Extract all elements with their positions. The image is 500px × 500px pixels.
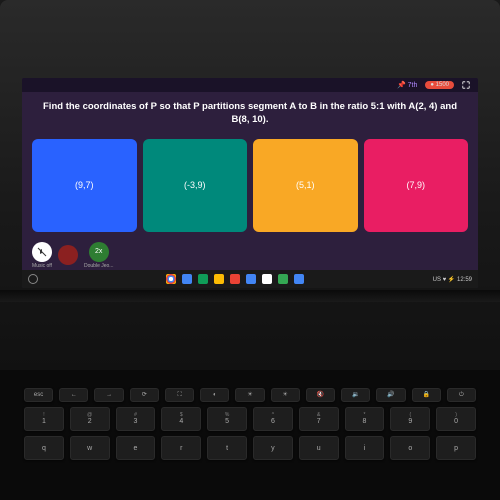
letter-row: qwertyuiop [24, 436, 476, 460]
answer-grid: (9,7) (-3,9) (5,1) (7,9) [22, 133, 478, 238]
key-t[interactable]: t [207, 436, 247, 460]
key-w[interactable]: w [70, 436, 110, 460]
key-4[interactable]: $4 [161, 407, 201, 431]
key-power[interactable]: ⏻ [447, 388, 476, 402]
key-forward[interactable]: → [94, 388, 123, 402]
key-mute[interactable]: 🔇 [306, 388, 335, 402]
function-row: esc ← → ⟳ ⛶ ◐ ☀ ☀ 🔇 🔉 🔊 🔒 ⏻ [24, 388, 476, 402]
key-6[interactable]: ^6 [253, 407, 293, 431]
double-label: Double Jeo... [84, 263, 113, 269]
answer-option-1[interactable]: (9,7) [32, 139, 137, 232]
stop-icon [58, 245, 78, 265]
fullscreen-icon[interactable] [462, 81, 470, 89]
app-icon-3[interactable] [214, 274, 224, 284]
app-icon-4[interactable] [230, 274, 240, 284]
number-row: !1@2#3$4%5^6&7*8(9)0 [24, 407, 476, 431]
question-text: Find the coordinates of P so that P part… [22, 92, 478, 133]
laptop-bezel: 📌 7th ● 1500 Find the coordinates of P s… [0, 0, 500, 500]
key-r[interactable]: r [161, 436, 201, 460]
stop-control[interactable] [58, 245, 78, 265]
key-fullscreen[interactable]: ⛶ [165, 388, 194, 402]
quiz-topbar: 📌 7th ● 1500 [22, 78, 478, 92]
pin-icon: 📌 [397, 82, 406, 89]
screen: 📌 7th ● 1500 Find the coordinates of P s… [22, 78, 478, 288]
key-refresh[interactable]: ⟳ [130, 388, 159, 402]
app-icon-1[interactable] [182, 274, 192, 284]
score-badge: ● 1500 [425, 81, 454, 89]
app-icon-5[interactable] [246, 274, 256, 284]
key-e[interactable]: e [116, 436, 156, 460]
answer-option-3[interactable]: (5,1) [253, 139, 358, 232]
key-lock[interactable]: 🔒 [412, 388, 441, 402]
taskbar-left [28, 274, 38, 284]
key-2[interactable]: @2 [70, 407, 110, 431]
key-y[interactable]: y [253, 436, 293, 460]
chrome-icon[interactable] [166, 274, 176, 284]
app-icon-6[interactable] [262, 274, 272, 284]
key-5[interactable]: %5 [207, 407, 247, 431]
music-icon [32, 242, 52, 262]
quiz-controls: Music off 2x Double Jeo... [22, 238, 478, 273]
key-7[interactable]: &7 [299, 407, 339, 431]
key-overview[interactable]: ◐ [200, 388, 229, 402]
app-icon-8[interactable] [294, 274, 304, 284]
key-3[interactable]: #3 [116, 407, 156, 431]
laptop-hinge [0, 290, 500, 302]
key-i[interactable]: i [345, 436, 385, 460]
key-9[interactable]: (9 [390, 407, 430, 431]
key-bright-up[interactable]: ☀ [271, 388, 300, 402]
pin-indicator: 📌 7th [397, 81, 417, 89]
key-bright-down[interactable]: ☀ [235, 388, 264, 402]
music-control[interactable]: Music off [32, 242, 52, 269]
pin-label: 7th [408, 82, 418, 89]
launcher-icon[interactable] [28, 274, 38, 284]
taskbar: US ♥ ⚡ 12:59 [22, 270, 478, 288]
key-8[interactable]: *8 [345, 407, 385, 431]
system-tray[interactable]: US ♥ ⚡ 12:59 [433, 276, 472, 283]
answer-option-2[interactable]: (-3,9) [143, 139, 248, 232]
key-q[interactable]: q [24, 436, 64, 460]
key-back[interactable]: ← [59, 388, 88, 402]
answer-option-4[interactable]: (7,9) [364, 139, 469, 232]
key-vol-down[interactable]: 🔉 [341, 388, 370, 402]
app-icon-7[interactable] [278, 274, 288, 284]
score-value: 1500 [436, 82, 449, 88]
key-u[interactable]: u [299, 436, 339, 460]
key-esc[interactable]: esc [24, 388, 53, 402]
app-icon-2[interactable] [198, 274, 208, 284]
key-p[interactable]: p [436, 436, 476, 460]
key-0[interactable]: )0 [436, 407, 476, 431]
keyboard: esc ← → ⟳ ⛶ ◐ ☀ ☀ 🔇 🔉 🔊 🔒 ⏻ !1@2#3$4%5^6… [0, 370, 500, 500]
key-vol-up[interactable]: 🔊 [376, 388, 405, 402]
double-icon: 2x [89, 242, 109, 262]
key-1[interactable]: !1 [24, 407, 64, 431]
taskbar-center [42, 274, 429, 284]
key-o[interactable]: o [390, 436, 430, 460]
music-label: Music off [32, 263, 52, 269]
double-control[interactable]: 2x Double Jeo... [84, 242, 113, 269]
